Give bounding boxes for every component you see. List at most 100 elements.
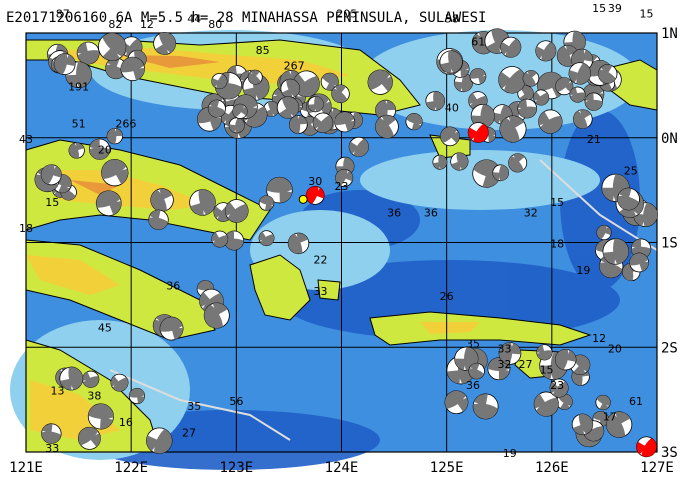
event-depth-label: 26 (440, 290, 454, 303)
event-depth-label: 33 (498, 342, 512, 355)
beachball (472, 393, 499, 420)
beachball (203, 302, 230, 329)
beachball (128, 387, 146, 405)
latitude-labels: 1N 0N 1S 2S 3S (661, 26, 678, 461)
beachball (549, 378, 569, 398)
beachball (59, 366, 84, 391)
beachball (348, 136, 369, 157)
beachball (146, 427, 173, 454)
beachball (571, 413, 594, 436)
beachball (538, 109, 563, 134)
beachball (405, 113, 423, 131)
event-depth-label: 82 (108, 18, 122, 31)
beachball (307, 96, 324, 113)
longitude-label: 127E (640, 460, 674, 476)
event-depth-label: 39 (608, 2, 622, 15)
event-depth-label: 23 (335, 180, 349, 193)
event-depth-label: 38 (87, 390, 101, 403)
beachball (367, 69, 393, 95)
beachball (211, 230, 229, 248)
event-depth-label: 12 (140, 18, 154, 31)
longitude-label: 122E (114, 460, 148, 476)
event-depth-label: 13 (51, 384, 65, 397)
map-title: E20171206160 6A M=5.5 h= 28 MINAHASSA PE… (6, 10, 486, 26)
beachball (159, 316, 184, 341)
latitude-label: 1N (661, 26, 678, 42)
beachball (439, 50, 463, 74)
beachball (498, 342, 522, 365)
beachball (554, 348, 577, 371)
beachball (95, 190, 122, 217)
beachball (468, 362, 485, 380)
beachball (312, 112, 334, 133)
event-depth-label: 51 (72, 117, 86, 130)
event-depth-label: 27 (519, 358, 533, 371)
beachball (492, 164, 510, 182)
beachball (595, 394, 611, 411)
beachball (584, 92, 603, 111)
beachball (120, 56, 145, 82)
event-depth-label: 15 (550, 196, 564, 209)
beachball (288, 115, 308, 134)
beachball (425, 91, 446, 111)
beachball (467, 122, 489, 143)
event-depth-label: 30 (308, 175, 322, 188)
beachball (68, 142, 85, 159)
event-depth-label: 36 (166, 280, 180, 293)
event-depth-label: 58 (445, 13, 459, 26)
map-frame (25, 32, 658, 453)
longitude-label: 123E (219, 460, 253, 476)
event-depth-label: 87 (56, 7, 70, 20)
longitude-labels: 121E 122E 123E 124E 125E 126E 127E (9, 460, 674, 476)
longitude-label: 121E (9, 460, 43, 476)
beachball (500, 36, 522, 58)
latitude-label: 3S (661, 445, 678, 461)
beachball (440, 126, 460, 147)
beachball (568, 62, 591, 85)
beachball (334, 111, 356, 133)
event-depth-label: 36 (387, 206, 401, 219)
beachball (636, 436, 657, 458)
beachball (189, 189, 216, 216)
beachball (517, 98, 538, 119)
plate-boundary-line-south (109, 369, 291, 441)
beachball (533, 89, 550, 106)
beachball (41, 423, 62, 444)
beachball (88, 138, 111, 160)
beachball (53, 53, 76, 76)
beachball (266, 176, 293, 204)
event-depth-label: 43 (19, 133, 33, 146)
event-depth-label: 15 (45, 196, 59, 209)
beachball (105, 57, 127, 80)
event-depth-label: 19 (503, 447, 517, 460)
beachball (602, 238, 629, 265)
beachball (280, 78, 300, 99)
event-depth-label: 35 (187, 400, 201, 413)
event-depth-label: 12 (592, 332, 606, 345)
event-depth-label: 33 (45, 442, 59, 455)
beachball (535, 40, 557, 62)
beachball (76, 41, 100, 65)
beachball (101, 159, 129, 187)
beachball (150, 188, 174, 212)
event-depth-label: 266 (115, 117, 136, 130)
beachball (597, 64, 618, 84)
beachball (432, 154, 448, 170)
beachball (617, 187, 640, 211)
beachball (40, 164, 62, 186)
beachball (106, 127, 123, 145)
epicenter-marker (298, 194, 308, 204)
event-depth-label: 16 (119, 416, 133, 429)
longitude-label: 125E (430, 460, 464, 476)
event-depth-label: 27 (182, 426, 196, 439)
beachball (605, 411, 633, 438)
beachball (522, 70, 540, 87)
event-depth-label: 61 (471, 36, 485, 49)
event-depth-label: 32 (498, 358, 512, 371)
event-depth-label: 15 (639, 7, 653, 20)
beachball (375, 114, 399, 139)
event-depth-label: 32 (524, 206, 538, 219)
beachball (287, 232, 310, 255)
beachball (498, 66, 526, 94)
